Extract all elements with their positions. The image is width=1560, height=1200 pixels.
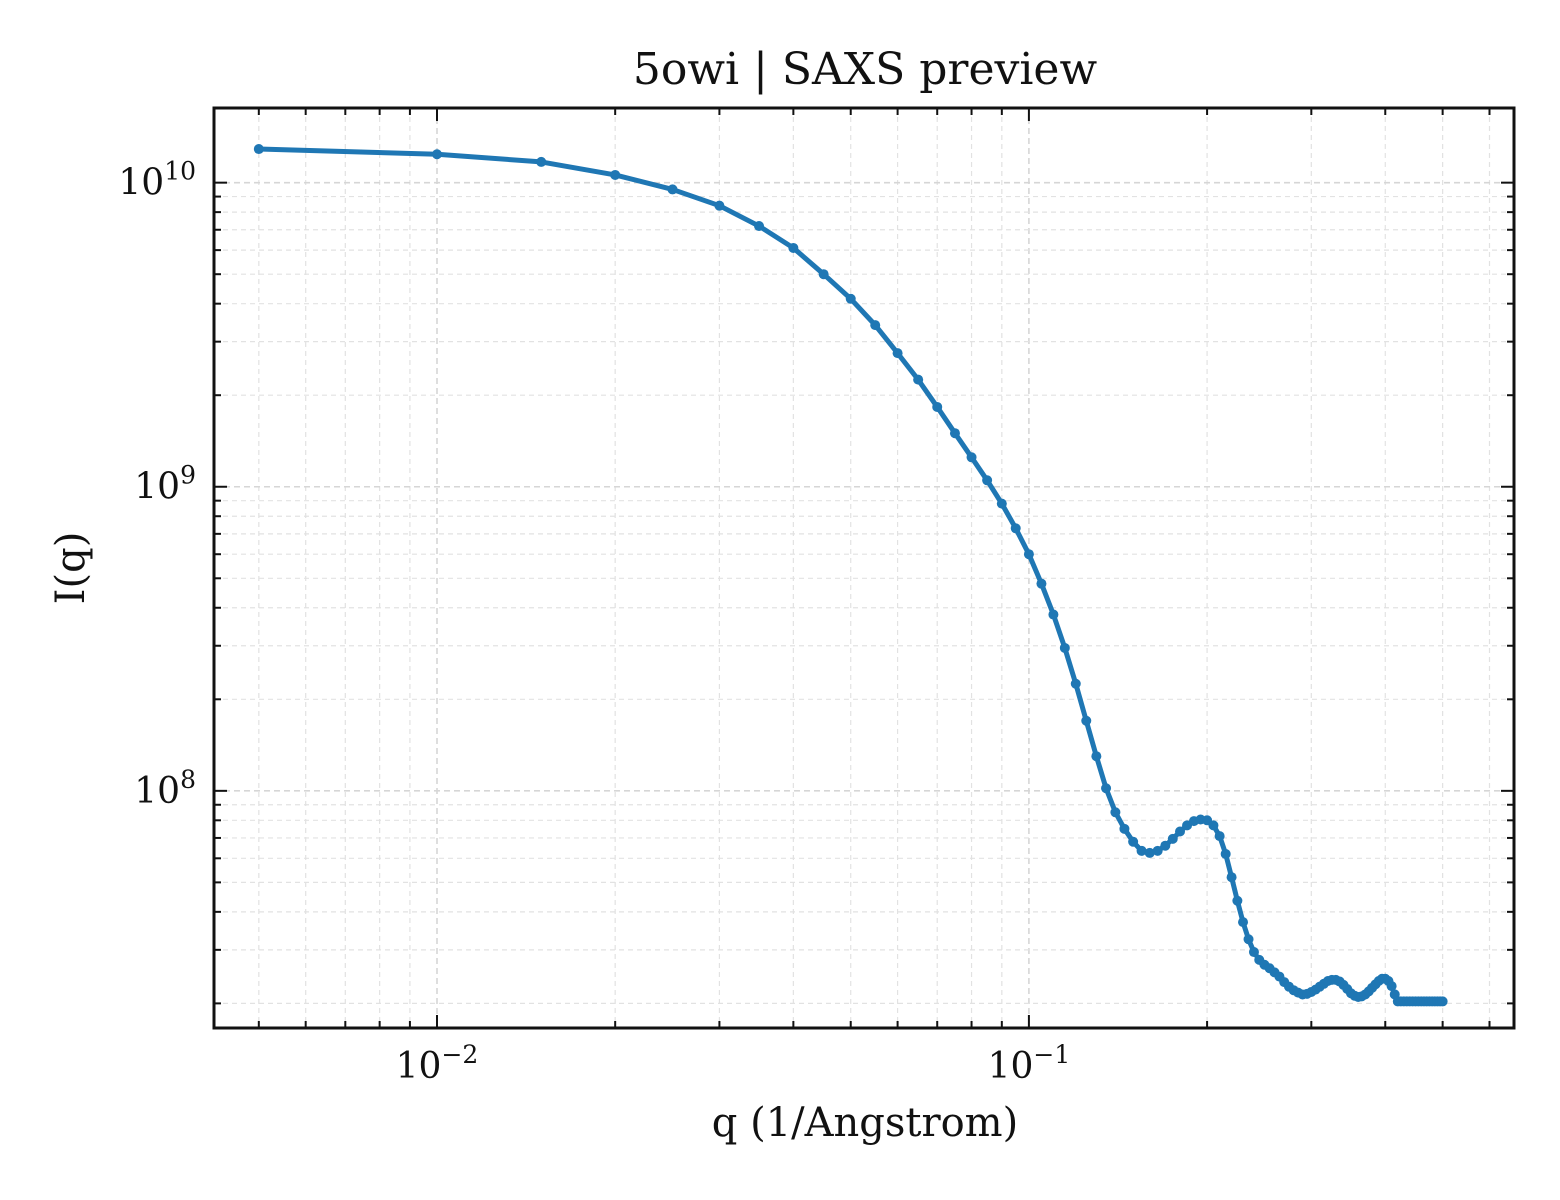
data-point xyxy=(253,144,264,155)
data-point xyxy=(1167,833,1178,844)
data-point xyxy=(1175,826,1185,837)
data-point xyxy=(610,169,621,180)
data-point xyxy=(1232,895,1243,906)
data-point xyxy=(1091,751,1102,762)
data-point xyxy=(996,498,1007,509)
data-point xyxy=(870,320,881,331)
data-point xyxy=(1110,807,1121,818)
data-point xyxy=(667,184,678,195)
data-point xyxy=(1010,523,1021,534)
data-point xyxy=(966,452,977,463)
data-point xyxy=(1152,845,1163,856)
data-point xyxy=(1136,845,1147,856)
data-point xyxy=(1070,678,1081,689)
data-point xyxy=(1208,820,1219,831)
data-point xyxy=(1023,549,1034,560)
data-point xyxy=(949,428,960,439)
data-point xyxy=(432,149,442,160)
data-point xyxy=(818,269,829,280)
data-point xyxy=(845,293,856,304)
data-point xyxy=(1238,917,1249,928)
data-point xyxy=(1036,578,1047,589)
data-point xyxy=(1119,823,1130,834)
chart-title: 5owi | SAXS preview xyxy=(633,44,1098,95)
y-tick-label: 1010 xyxy=(118,157,196,204)
x-tick-label: 10−2 xyxy=(396,1040,479,1087)
data-point xyxy=(913,374,924,385)
data-point xyxy=(1160,840,1171,851)
data-point xyxy=(1437,996,1448,1007)
data-point xyxy=(1214,831,1225,842)
tick-labels: 10−2 10−1 108 109 1010 xyxy=(118,157,1070,1087)
plot-frame xyxy=(212,106,1516,1030)
data-point xyxy=(1144,847,1155,858)
data-point xyxy=(1243,934,1254,945)
data-point xyxy=(536,156,547,167)
data-point xyxy=(754,221,765,232)
grid-lines xyxy=(214,108,1514,1028)
data-point xyxy=(1220,848,1231,859)
data-point xyxy=(788,242,799,253)
data-point xyxy=(1101,783,1112,794)
data-point xyxy=(1226,872,1237,883)
data-point xyxy=(1128,836,1139,847)
data-point xyxy=(1048,609,1059,620)
x-axis-label: q (1/Angstrom) xyxy=(712,1100,1018,1146)
y-axis-label: I(q) xyxy=(48,532,94,605)
data-point xyxy=(1081,715,1092,726)
y-tick-label: 109 xyxy=(134,461,196,508)
data-point xyxy=(1059,642,1070,653)
series-layer xyxy=(253,144,1448,1007)
data-point xyxy=(714,200,725,211)
y-tick-label: 108 xyxy=(134,765,196,812)
data-point xyxy=(932,401,943,412)
data-point xyxy=(982,475,993,486)
x-tick-label: 10−1 xyxy=(988,1040,1071,1087)
data-point xyxy=(1386,981,1397,992)
data-point xyxy=(892,348,903,359)
data-point xyxy=(1248,947,1259,958)
